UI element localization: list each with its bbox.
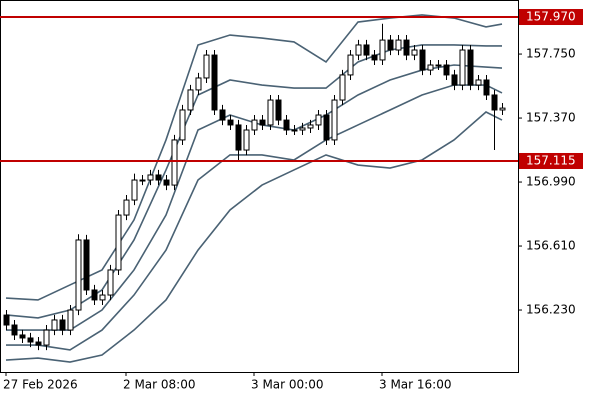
candle-body — [59, 319, 66, 331]
candle-body — [459, 49, 466, 86]
candle-body — [315, 114, 322, 126]
level-label: 157.115 — [526, 153, 576, 167]
candle-body — [339, 74, 346, 101]
y-tick-label: 157.750 — [526, 47, 576, 61]
candle-body — [387, 39, 394, 51]
candle-body — [363, 44, 370, 56]
candle-body — [355, 44, 362, 56]
candle-body — [323, 114, 330, 141]
candle-body — [307, 124, 314, 129]
candle-body — [139, 179, 146, 182]
candle-body — [27, 337, 34, 343]
candle-body — [403, 39, 410, 56]
x-tick-label: 27 Feb 2026 — [3, 378, 78, 392]
y-tick-label: 156.610 — [526, 239, 576, 253]
candle-body — [155, 174, 162, 181]
candle-body — [163, 179, 170, 186]
candle-body — [283, 119, 290, 131]
band-line — [5, 44, 502, 319]
candle-body — [299, 127, 306, 131]
candle-body — [171, 139, 178, 186]
candle-body — [371, 54, 378, 61]
candle-body — [219, 109, 226, 121]
candle-body — [291, 129, 298, 132]
level-label-box — [519, 152, 583, 169]
candle-body — [187, 89, 194, 111]
y-tick-label: 156.990 — [526, 175, 576, 189]
candle-body — [211, 54, 218, 111]
candle-body — [3, 314, 10, 326]
candle-body — [131, 179, 138, 201]
candle-body — [483, 79, 490, 96]
candle-body — [35, 341, 42, 346]
x-tick-label: 3 Mar 16:00 — [379, 378, 452, 392]
candle-body — [195, 77, 202, 91]
candle-body — [395, 39, 402, 51]
candle-body — [435, 64, 442, 67]
x-tick-label: 2 Mar 08:00 — [123, 378, 196, 392]
candle-body — [443, 64, 450, 76]
candle-body — [227, 119, 234, 126]
candle-body — [467, 49, 474, 86]
candle-body — [451, 74, 458, 86]
level-label: 157.970 — [526, 10, 576, 24]
candle-body — [275, 99, 282, 121]
band-line — [5, 14, 503, 301]
candle-body — [235, 124, 242, 151]
y-tick-label: 156.230 — [526, 303, 576, 317]
band-line — [6, 84, 503, 351]
candle-body — [43, 329, 50, 346]
candle-body — [83, 239, 90, 291]
candle-body — [203, 54, 210, 79]
candle-body — [147, 174, 154, 181]
candle-body — [75, 239, 82, 311]
candle-body — [19, 334, 26, 339]
candle-body — [379, 39, 386, 61]
band-line — [5, 111, 503, 363]
candle-body — [107, 269, 114, 296]
y-tick-label: 157.370 — [526, 111, 576, 125]
candle-body — [331, 99, 338, 141]
candle-body — [475, 79, 482, 86]
candle-body — [411, 49, 418, 56]
candle-body — [491, 94, 498, 111]
candle-body — [99, 294, 106, 301]
candle-body — [259, 119, 266, 126]
candle-body — [67, 309, 74, 331]
candle-body — [123, 199, 130, 216]
candle-body — [251, 119, 258, 131]
candle-body — [51, 319, 58, 331]
candle-body — [11, 324, 18, 336]
candle-body — [115, 214, 122, 271]
candle-body — [499, 107, 506, 111]
candle-body — [267, 99, 274, 126]
candle-body — [91, 289, 98, 301]
candle-body — [179, 109, 186, 141]
candle-body — [243, 129, 250, 151]
level-label-box — [519, 9, 583, 26]
candle-body — [427, 64, 434, 71]
candle-body — [347, 54, 354, 76]
candle-body — [419, 49, 426, 71]
x-tick-label: 3 Mar 00:00 — [251, 378, 324, 392]
